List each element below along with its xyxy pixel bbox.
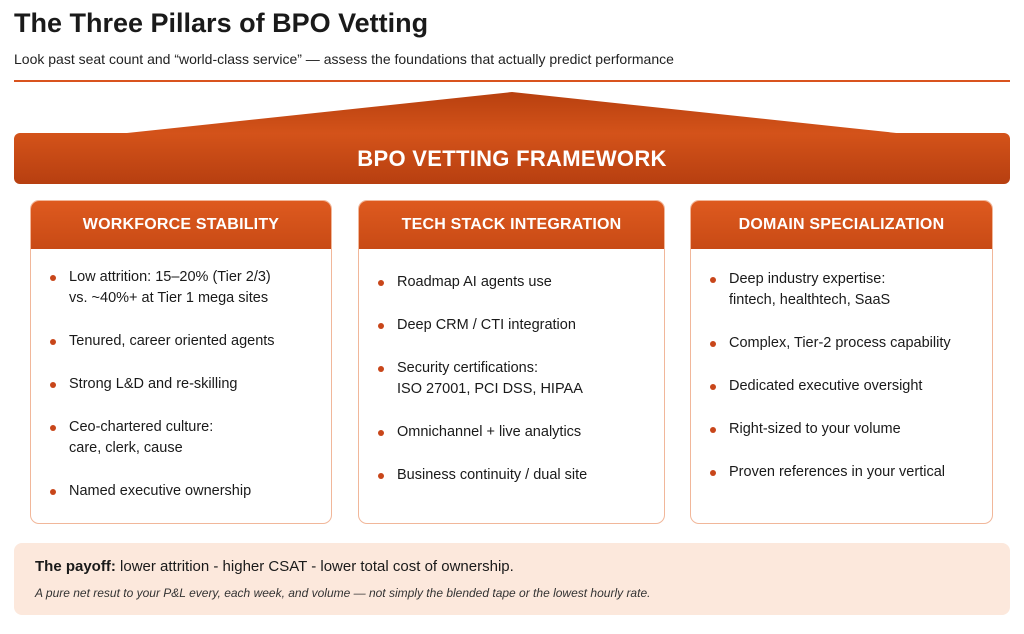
pillar-card: TECH STACK INTEGRATION Roadmap AI agents … bbox=[358, 200, 665, 524]
pillar-card: WORKFORCE STABILITY Low attrition: 15–20%… bbox=[30, 200, 332, 524]
item-line: Right-sized to your volume bbox=[729, 421, 901, 437]
item-line: Omnichannel + live analytics bbox=[397, 424, 582, 440]
item-line: vs. ~40%+ at Tier 1 mega sites bbox=[69, 290, 269, 306]
item-line: Business continuity / dual site bbox=[397, 467, 588, 483]
footer: The payoff: lower attrition - higher CSA… bbox=[14, 543, 1010, 615]
pillar-title: TECH STACK INTEGRATION bbox=[359, 201, 664, 249]
roof-shape bbox=[118, 92, 906, 134]
bullet-item: Deep CRM / CTI integration bbox=[378, 315, 654, 336]
item-line: Low attrition: 15–20% (Tier 2/3) bbox=[69, 269, 271, 285]
bullet-item: Deep industry expertise: fintech, healtht… bbox=[710, 269, 982, 311]
item-line: fintech, healthtech, SaaS bbox=[729, 292, 891, 308]
subtitle: Look past seat count and “world-class se… bbox=[14, 51, 674, 67]
item-line: Dedicated executive oversight bbox=[729, 378, 923, 394]
footer-note: A pure net resut to your P&L every, each… bbox=[35, 586, 651, 600]
bullet-item: Named executive ownership bbox=[50, 481, 321, 502]
bullet-item: Complex, Tier-2 process capability bbox=[710, 333, 982, 354]
payoff-text: lower attrition - higher CSAT - lower to… bbox=[120, 558, 514, 575]
pillar-items: Roadmap AI agents use Deep CRM / CTI inte… bbox=[359, 249, 664, 486]
pillar-card: DOMAIN SPECIALIZATION Deep industry exper… bbox=[690, 200, 993, 524]
item-line: Security certifications: bbox=[397, 360, 539, 376]
bullet-item: Dedicated executive oversight bbox=[710, 376, 982, 397]
bullet-item: Roadmap AI agents use bbox=[378, 272, 654, 293]
bullet-item: Security certifications: ISO 27001, PCI D… bbox=[378, 358, 654, 400]
pillar-title: DOMAIN SPECIALIZATION bbox=[691, 201, 992, 249]
item-line: Roadmap AI agents use bbox=[397, 274, 552, 290]
item-line: Tenured, career oriented agents bbox=[69, 333, 275, 349]
bullet-item: Omnichannel + live analytics bbox=[378, 422, 654, 443]
payoff-label: The payoff: bbox=[35, 558, 116, 575]
framework-banner: BPO VETTING FRAMEWORK bbox=[14, 133, 1010, 184]
bullet-item: Right-sized to your volume bbox=[710, 419, 982, 440]
bullet-item: Low attrition: 15–20% (Tier 2/3) vs. ~40%… bbox=[50, 267, 321, 309]
item-line: Strong L&D and re-skilling bbox=[69, 376, 238, 392]
roof bbox=[118, 92, 906, 134]
item-line: Ceo-chartered culture: bbox=[69, 419, 214, 435]
item-line: Deep industry expertise: bbox=[729, 271, 886, 287]
bullet-item: Tenured, career oriented agents bbox=[50, 331, 321, 352]
pillar-items: Deep industry expertise: fintech, healtht… bbox=[691, 249, 992, 483]
item-line: care, clerk, cause bbox=[69, 440, 183, 456]
pillar-items: Low attrition: 15–20% (Tier 2/3) vs. ~40%… bbox=[31, 249, 331, 502]
title: The Three Pillars of BPO Vetting bbox=[14, 8, 429, 38]
bullet-item: Business continuity / dual site bbox=[378, 465, 654, 486]
pillar-title: WORKFORCE STABILITY bbox=[31, 201, 331, 249]
bullet-item: Strong L&D and re-skilling bbox=[50, 374, 321, 395]
item-line: ISO 27001, PCI DSS, HIPAA bbox=[397, 381, 583, 397]
payoff: The payoff: lower attrition - higher CSA… bbox=[35, 558, 1010, 575]
item-line: Proven references in your vertical bbox=[729, 464, 945, 480]
divider bbox=[14, 80, 1010, 82]
item-line: Named executive ownership bbox=[69, 483, 252, 499]
bullet-item: Ceo-chartered culture: care, clerk, cause bbox=[50, 417, 321, 459]
item-line: Complex, Tier-2 process capability bbox=[729, 335, 951, 351]
item-line: Deep CRM / CTI integration bbox=[397, 317, 576, 333]
bullet-item: Proven references in your vertical bbox=[710, 462, 982, 483]
